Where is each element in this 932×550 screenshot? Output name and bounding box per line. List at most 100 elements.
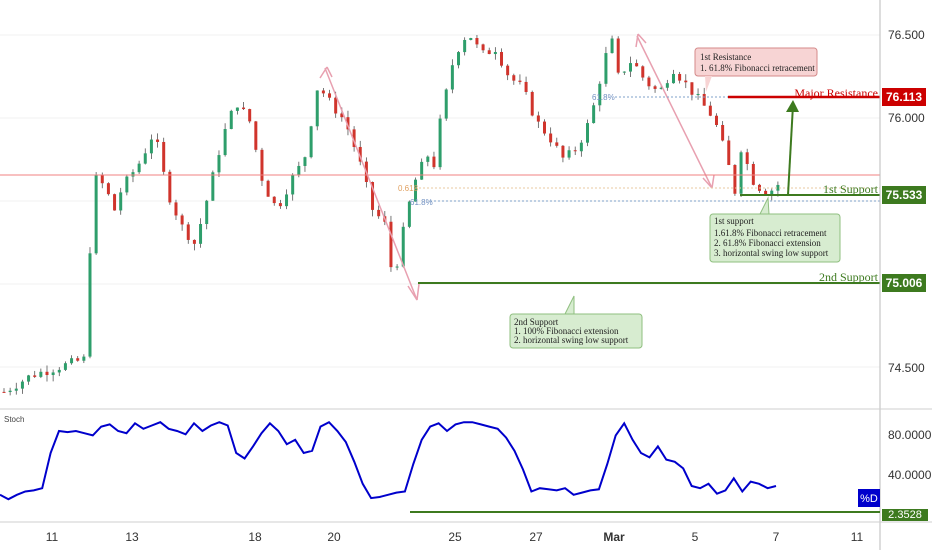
candle-body <box>229 110 233 130</box>
candle-body <box>506 65 510 76</box>
stoch-title: Stoch <box>4 415 24 424</box>
candle-body <box>303 157 307 166</box>
candle-body <box>653 86 657 89</box>
candle-body <box>530 91 534 116</box>
candle-body <box>51 372 55 376</box>
candle-body <box>377 209 381 217</box>
resistance-note-title: 1st Resistance <box>700 52 751 62</box>
time-axis-ticks: 11 13 18 20 25 27 Mar 5 7 11 <box>46 530 864 544</box>
candle-body <box>426 156 430 162</box>
candle-body <box>315 90 319 127</box>
candle-body <box>76 358 80 361</box>
stoch-value-badge: %D <box>858 489 880 507</box>
candle-body <box>266 180 270 197</box>
candle-body <box>714 115 718 126</box>
candle-body <box>475 38 479 45</box>
candle-body <box>420 161 424 180</box>
candle-body <box>192 239 196 244</box>
candle-body <box>45 371 49 376</box>
candle-body <box>162 141 166 172</box>
candle-body <box>512 75 516 81</box>
candle-body <box>125 176 129 193</box>
resistance-note-line1: 1. 61.8% Fibonacci retracement <box>700 63 815 73</box>
time-tick: 18 <box>248 530 262 544</box>
candle-body <box>628 63 632 72</box>
candle-body <box>297 165 301 176</box>
stoch-series-label: %D <box>860 493 878 505</box>
candle-body <box>8 390 12 392</box>
candle-body <box>309 126 313 158</box>
time-tick: 11 <box>46 530 59 544</box>
target-arrow-head <box>786 100 799 112</box>
candle-body <box>524 81 528 92</box>
candle-body <box>235 107 239 111</box>
candle-body <box>678 73 682 81</box>
candle-body <box>481 44 485 51</box>
candle-body <box>389 221 393 268</box>
first-support-text: 1st Support <box>823 182 879 196</box>
candle-body <box>586 123 589 143</box>
candle-body <box>33 375 37 377</box>
support2-note-line2: 2. horizontal swing low support <box>514 335 629 345</box>
candle-body <box>641 66 645 78</box>
candle-body <box>395 266 399 268</box>
candle-body <box>690 82 694 95</box>
candle-body <box>739 152 743 194</box>
candle-body <box>334 97 338 114</box>
time-tick: 5 <box>692 530 699 544</box>
candle-body <box>610 38 614 54</box>
candle-body <box>493 51 497 55</box>
first-support-badge: 75.533 <box>882 186 926 204</box>
candle-body <box>174 202 178 216</box>
candle-body <box>592 105 596 124</box>
support1-note-line3: 3. horizontal swing low support <box>714 248 829 258</box>
candle-body <box>321 90 325 94</box>
candle-body <box>346 117 350 130</box>
target-arrow <box>787 104 794 196</box>
candle-body <box>432 156 436 168</box>
candle-body <box>340 113 344 118</box>
candle-body <box>180 215 184 225</box>
candle-body <box>168 171 172 203</box>
fib-support-label: 61.8% <box>410 198 433 207</box>
candle-body <box>671 73 675 84</box>
candle-body <box>371 182 375 210</box>
candle-body <box>598 83 602 106</box>
candle-body <box>119 192 123 211</box>
time-tick: 7 <box>773 530 780 544</box>
candle-body <box>2 391 6 393</box>
candle-body <box>543 121 547 134</box>
candle-body <box>733 164 737 194</box>
candle-body <box>727 140 731 165</box>
first-support-value: 75.533 <box>886 188 923 202</box>
candle-body <box>94 175 98 254</box>
candle-body <box>702 93 706 106</box>
candle-body <box>205 200 209 225</box>
candle-body <box>457 52 461 66</box>
stoch-tick: 40.0000 <box>888 468 932 482</box>
candle-body <box>635 63 639 67</box>
candle-body <box>579 142 583 152</box>
candle-body <box>647 77 651 87</box>
stoch-line <box>0 420 777 501</box>
candle-body <box>20 381 24 389</box>
candle-body <box>622 71 626 73</box>
major-resistance-badge: 76.113 <box>882 88 926 106</box>
candle-body <box>684 80 688 83</box>
time-tick: 25 <box>448 530 462 544</box>
time-tick: 11 <box>851 530 864 544</box>
candle-body <box>131 172 135 177</box>
candle-body <box>285 194 289 207</box>
support2-note-title: 2nd Support <box>514 317 559 327</box>
price-tick: 74.500 <box>888 361 925 375</box>
candle-body <box>450 65 454 90</box>
candle-body <box>186 224 190 240</box>
candle-body <box>143 153 147 164</box>
candle-body <box>721 125 725 141</box>
stoch-last-value-badge: 2.3528 <box>882 509 928 521</box>
candle-body <box>63 363 67 370</box>
time-tick: 27 <box>529 530 543 544</box>
candle-body <box>438 118 442 168</box>
price-tick: 76.000 <box>888 111 925 125</box>
